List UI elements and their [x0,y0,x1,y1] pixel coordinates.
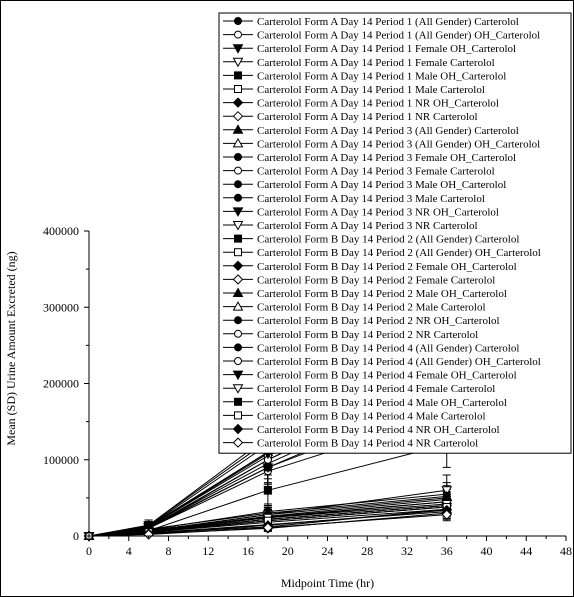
legend-marker [234,397,242,406]
legend-item-label: Carterolol Form A Day 14 Period 1 (All G… [257,16,519,28]
legend-marker [234,329,242,338]
legend-item-label: Carterolol Form A Day 14 Period 1 Male C… [257,84,485,96]
legend-marker [232,274,244,285]
legend-item-label: Carterolol Form B Day 14 Period 4 Female… [257,383,495,395]
legend-item-label: Carterolol Form A Day 14 Period 1 NR OH_… [257,98,499,110]
legend-item-label: Carterolol Form B Day 14 Period 2 Male C… [257,302,486,314]
series-line [88,506,447,537]
x-tick-label: 48 [560,544,572,558]
legend-item-label: Carterolol Form A Day 14 Period 3 (All G… [257,125,519,137]
legend-item-label: Carterolol Form B Day 14 Period 4 Male O… [257,397,507,409]
legend-marker [234,343,242,352]
legend-item-label: Carterolol Form A Day 14 Period 3 (All G… [257,138,540,150]
x-tick-label: 20 [282,544,294,558]
x-tick-label: 24 [322,544,334,558]
legend-marker [234,234,242,243]
legend-marker [232,57,244,68]
legend: Carterolol Form A Day 14 Period 1 (All G… [218,12,572,454]
x-tick-label: 0 [86,544,92,558]
legend-item-label: Carterolol Form A Day 14 Period 1 Male O… [257,70,506,82]
legend-marker [232,221,244,231]
data-point [263,486,272,495]
legend-item-label: Carterolol Form B Day 14 Period 2 (All G… [257,247,541,259]
series-lines-layer [88,322,448,537]
x-tick-label: 40 [481,544,493,558]
legend-item-label: Carterolol Form B Day 14 Period 2 Male O… [257,288,507,300]
legend-item-label: Carterolol Form A Day 14 Period 1 Female… [257,43,516,55]
series-line [88,514,447,537]
legend-item-label: Carterolol Form B Day 14 Period 4 (All G… [257,342,519,354]
x-ticks-layer: 0 4 8 12 16 20 24 28 32 36 40 44 48 [86,536,572,558]
legend-item-label: Carterolol Form B Day 14 Period 2 NR OH_… [257,315,500,327]
legend-marker [232,301,244,311]
data-point [441,486,453,496]
legend-item-label: Carterolol Form B Day 14 Period 2 NR Car… [257,329,478,341]
legend-marker [232,110,244,122]
data-point [263,463,272,472]
legend-item-label: Carterolol Form B Day 14 Period 2 (All G… [257,234,519,246]
legend-marker [234,85,242,93]
x-tick-label: 36 [441,544,453,558]
legend-marker [232,207,244,217]
legend-marker [234,357,242,365]
legend-marker [234,30,242,39]
legend-marker [234,180,242,189]
legend-marker [232,137,244,148]
legend-marker [234,17,242,25]
legend-marker [234,316,242,325]
x-tick-label: 44 [520,544,532,558]
legend-marker [234,166,242,175]
legend-item-label: Carterolol Form A Day 14 Period 3 Male C… [257,193,485,205]
x-tick-label: 8 [166,544,172,558]
legend-item-label: Carterolol Form B Day 14 Period 2 Female… [257,274,495,286]
legend-item-label: Carterolol Form A Day 14 Period 3 Female… [257,152,516,164]
legend-marker [232,370,244,381]
y-tick-label: 0 [73,529,79,543]
legend-item-label: Carterolol Form A Day 14 Period 3 Female… [257,166,495,178]
legend-marker [232,423,244,435]
legend-item-label: Carterolol Form A Day 14 Period 1 NR Car… [257,111,478,123]
y-tick-label: 400000 [43,224,79,238]
legend-marker [234,71,242,80]
x-tick-label: 16 [242,544,254,558]
data-point [441,509,452,520]
y-tick-label: 300000 [43,300,79,314]
legend-marker [232,287,244,297]
legend-item-label: Carterolol Form B Day 14 Period 2 Female… [257,261,517,273]
legend-item-label: Carterolol Form B Day 14 Period 4 (All G… [257,356,541,368]
legend-item-label: Carterolol Form B Day 14 Period 4 NR OH_… [257,424,500,436]
legend-marker [232,124,244,134]
data-point [262,522,274,533]
y-tick-label: 100000 [43,453,79,467]
legend-item-label: Carterolol Form B Day 14 Period 4 NR Car… [257,438,478,450]
legend-marker [232,97,244,108]
legend-marker [232,44,244,54]
legend-item-label: Carterolol Form A Day 14 Period 3 NR OH_… [257,206,499,218]
y-axis-label: Mean (SD) Urine Amount Excreted (ng) [4,251,18,445]
y-ticks-layer: 0 100000 200000 300000 400000 [43,224,89,543]
legend-marker [232,384,244,394]
x-tick-label: 4 [126,544,132,558]
x-tick-label: 28 [361,544,373,558]
y-tick-label: 200000 [43,377,79,391]
x-tick-label: 12 [202,544,214,558]
x-tick-label: 32 [401,544,413,558]
legend-marker [234,248,242,257]
legend-item-label: Carterolol Form B Day 14 Period 4 Male C… [257,410,486,422]
legend-item-label: Carterolol Form A Day 14 Period 3 NR Car… [257,220,478,232]
legend-marker [232,437,244,448]
legend-marker [234,411,242,420]
legend-item-label: Carterolol Form A Day 14 Period 1 Female… [257,57,495,69]
legend-item-label: Carterolol Form A Day 14 Period 1 (All G… [257,30,540,42]
legend-marker [234,193,242,202]
legend-item-label: Carterolol Form A Day 14 Period 3 Male O… [257,179,506,191]
x-axis-label: Midpoint Time (hr) [281,576,374,590]
legend-box [218,12,572,454]
legend-marker [232,260,244,272]
legend-marker [234,153,242,161]
legend-item-label: Carterolol Form B Day 14 Period 4 Female… [257,370,517,382]
